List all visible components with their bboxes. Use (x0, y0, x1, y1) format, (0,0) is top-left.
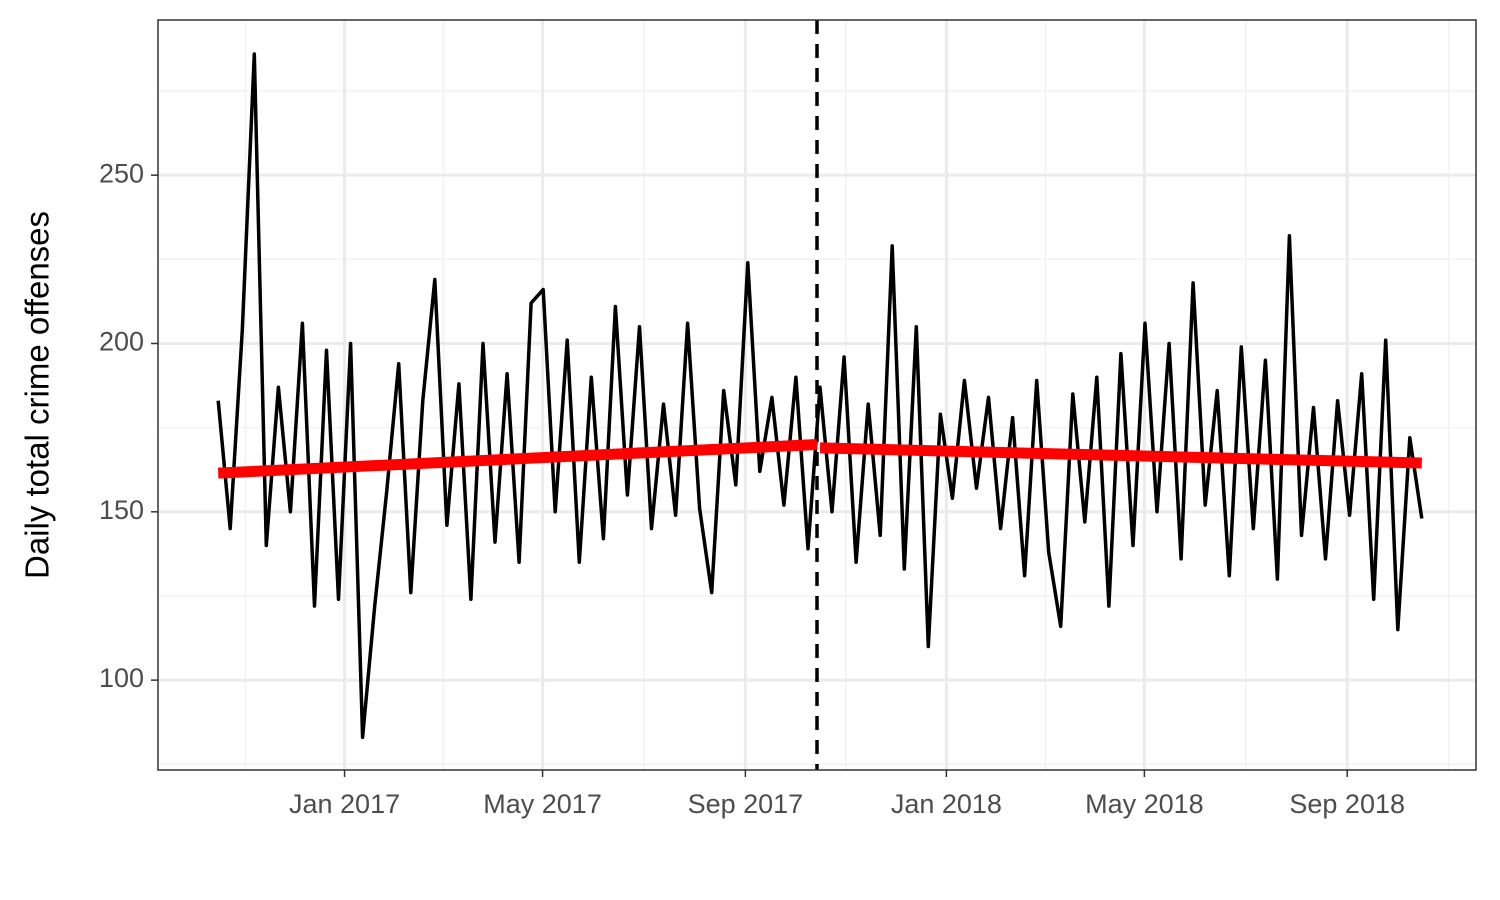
x-tick-label: May 2018 (1085, 789, 1204, 819)
x-tick-label: Jan 2018 (891, 789, 1002, 819)
x-tick-label: Sep 2017 (688, 789, 804, 819)
y-tick-label: 100 (99, 663, 144, 693)
y-tick-label: 200 (99, 327, 144, 357)
trend-line (819, 442, 1422, 469)
panel-border (157, 19, 1477, 771)
y-tick-label: 250 (99, 158, 144, 188)
x-tick-label: Sep 2018 (1289, 789, 1405, 819)
trend-line (217, 439, 818, 479)
x-tick-label: Jan 2017 (289, 789, 400, 819)
x-tick-label: May 2017 (483, 789, 602, 819)
y-tick-label: 150 (99, 495, 144, 525)
y-axis-title: Daily total crime offenses (19, 211, 56, 579)
data-line (216, 52, 1424, 740)
